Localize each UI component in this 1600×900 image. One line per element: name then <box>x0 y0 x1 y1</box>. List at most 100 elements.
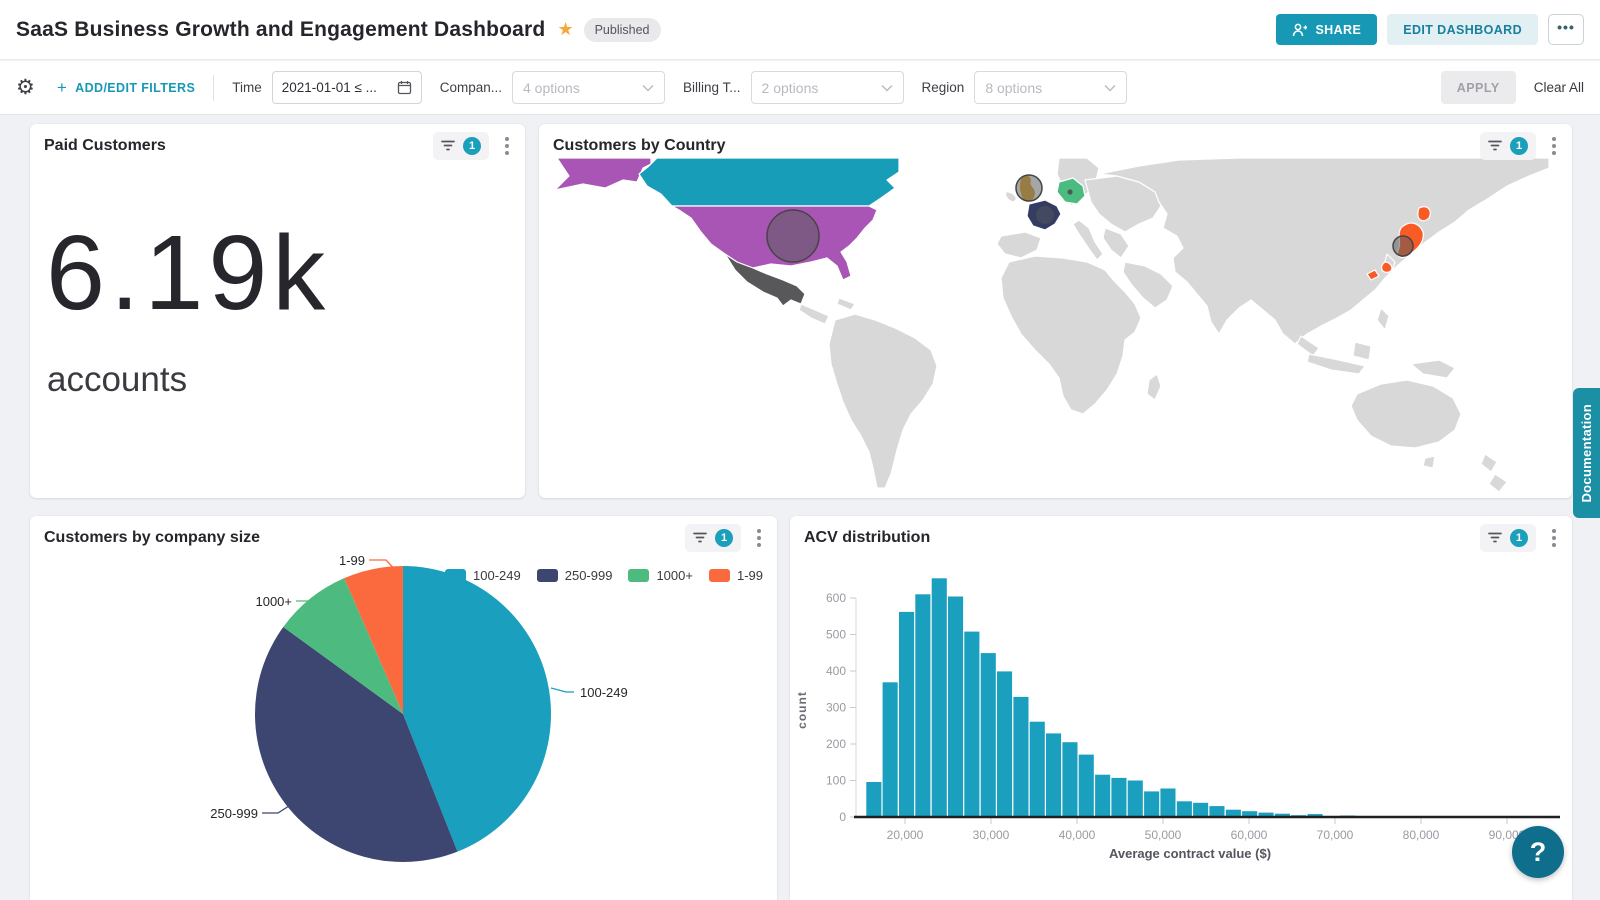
map-region-italy[interactable] <box>1072 219 1104 261</box>
legend-item-1-99[interactable]: 1-99 <box>708 568 763 583</box>
map-region-ireland[interactable] <box>1004 191 1017 203</box>
hist-bar[interactable] <box>1144 791 1160 817</box>
map-region-japan-kyushu[interactable] <box>1380 261 1393 273</box>
card-acv-distribution: ACV distribution 1 0 100 200 300 400 500 600 2… <box>790 516 1572 900</box>
apply-button[interactable]: APPLY <box>1440 71 1516 104</box>
map-region-java[interactable] <box>1306 353 1366 375</box>
map-region-tasmania[interactable] <box>1422 455 1436 469</box>
favorite-star-icon[interactable]: ★ <box>557 19 574 39</box>
hist-bar[interactable] <box>1274 813 1290 817</box>
pie-callout-label: 100-249 <box>580 685 628 700</box>
more-menu-button[interactable]: ••• <box>1548 14 1584 45</box>
hist-bar[interactable] <box>1160 788 1176 818</box>
kpi-value: 6.19k <box>46 214 331 332</box>
pie-slice-1000+[interactable] <box>283 578 403 714</box>
map-region-new-zealand-south[interactable] <box>1488 473 1508 493</box>
map-region-madagascar[interactable] <box>1146 373 1162 401</box>
time-filter-input[interactable]: 2021-01-01 ≤ ... <box>271 71 422 104</box>
map-region-borneo[interactable] <box>1352 341 1372 361</box>
pie-slice-100-249[interactable] <box>403 566 551 852</box>
hist-bar[interactable] <box>1013 696 1029 817</box>
edit-dashboard-button[interactable]: EDIT DASHBOARD <box>1387 14 1538 45</box>
map-bubble-france[interactable] <box>1035 205 1055 225</box>
map-region-australia[interactable] <box>1350 379 1462 449</box>
hist-bar[interactable] <box>1029 721 1045 817</box>
widget-filter-chip[interactable]: 1 <box>433 132 489 160</box>
map-region-japan-shikoku[interactable] <box>1366 269 1380 281</box>
legend-item-1000+[interactable]: 1000+ <box>628 568 693 583</box>
company-filter-select[interactable]: 4 options <box>512 71 665 104</box>
map-region-balkans[interactable] <box>1102 227 1130 259</box>
hist-bar[interactable] <box>1209 806 1225 817</box>
hist-bar[interactable] <box>882 682 898 817</box>
kebab-menu-icon[interactable] <box>755 527 763 549</box>
map-region-south-america[interactable] <box>828 313 938 489</box>
hist-bar[interactable] <box>1078 754 1094 817</box>
widget-filter-chip[interactable]: 1 <box>1480 132 1536 160</box>
map-region-africa[interactable] <box>1000 255 1142 415</box>
map-region-alaska[interactable] <box>554 158 652 191</box>
hist-bar[interactable] <box>1242 811 1258 817</box>
documentation-tab[interactable]: Documentation <box>1573 388 1600 518</box>
kebab-menu-icon[interactable] <box>1550 527 1558 549</box>
legend-item-250-999[interactable]: 250-999 <box>536 568 612 583</box>
map-region-asia[interactable] <box>1098 158 1550 345</box>
region-filter-select[interactable]: 8 options <box>974 71 1128 104</box>
hist-bar[interactable] <box>866 782 882 817</box>
hist-bar[interactable] <box>1258 812 1274 817</box>
y-axis-title: count <box>795 691 809 729</box>
hist-bar[interactable] <box>1111 777 1127 817</box>
clear-all-button[interactable]: Clear All <box>1533 80 1584 95</box>
map-region-sumatra[interactable] <box>1296 335 1320 357</box>
pie-slice-1-99[interactable] <box>344 566 403 714</box>
pie-slice-250-999[interactable] <box>255 627 458 862</box>
card-title: Customers by Country <box>553 137 726 154</box>
legend-swatch <box>628 569 650 582</box>
hist-bar[interactable] <box>1193 802 1209 817</box>
kebab-menu-icon[interactable] <box>503 135 511 157</box>
kebab-menu-icon[interactable] <box>1550 135 1558 157</box>
map-region-iberia[interactable] <box>996 231 1042 259</box>
billing-filter-select[interactable]: 2 options <box>750 71 904 104</box>
map-region-new-zealand-north[interactable] <box>1480 453 1498 473</box>
filter-count-badge: 1 <box>1510 529 1528 547</box>
hist-bar[interactable] <box>1307 814 1323 817</box>
map-region-new-guinea[interactable] <box>1410 359 1456 379</box>
hist-bar[interactable] <box>1046 733 1062 817</box>
x-tick-label: 20,000 <box>887 828 924 842</box>
hist-bar[interactable] <box>899 611 915 817</box>
map-region-france[interactable] <box>1026 199 1062 231</box>
filter-label-region: Region <box>921 80 965 95</box>
header: SaaS Business Growth and Engagement Dash… <box>0 0 1600 60</box>
hist-bar[interactable] <box>964 631 980 817</box>
map-bubble-uk[interactable] <box>1015 174 1043 202</box>
add-edit-filters-button[interactable]: + ADD/EDIT FILTERS <box>56 77 196 97</box>
hist-bar[interactable] <box>1225 809 1241 817</box>
hist-bar[interactable] <box>980 653 996 817</box>
widget-filter-chip[interactable]: 1 <box>685 524 741 552</box>
hist-bar[interactable] <box>1062 742 1078 817</box>
hist-bar[interactable] <box>1095 774 1111 817</box>
hist-bar[interactable] <box>1176 801 1192 817</box>
legend-swatch <box>536 569 558 582</box>
map-region-philippines[interactable] <box>1376 307 1390 331</box>
map-bubble-usa[interactable] <box>766 209 820 263</box>
map-region-japan-hokkaido[interactable] <box>1417 206 1431 222</box>
hist-bar[interactable] <box>1127 780 1143 818</box>
legend-item-100-249[interactable]: 100-249 <box>445 568 521 583</box>
share-button[interactable]: SHARE <box>1276 14 1378 45</box>
hist-bar[interactable] <box>931 578 947 817</box>
legend-label: 1000+ <box>656 568 693 583</box>
map-bubble-germany[interactable] <box>1067 189 1073 195</box>
help-button[interactable]: ? <box>1512 826 1564 878</box>
map-region-cuba[interactable] <box>836 297 856 311</box>
map-region-central-america[interactable] <box>798 303 830 325</box>
hist-bar[interactable] <box>997 671 1013 817</box>
widget-filter-chip[interactable]: 1 <box>1480 524 1536 552</box>
map-bubble-japan[interactable] <box>1392 235 1414 257</box>
hist-bar[interactable] <box>915 594 931 817</box>
hist-bar[interactable] <box>948 596 964 818</box>
map-region-middle-east[interactable] <box>1122 261 1174 309</box>
gear-icon[interactable]: ⚙ <box>16 76 35 99</box>
